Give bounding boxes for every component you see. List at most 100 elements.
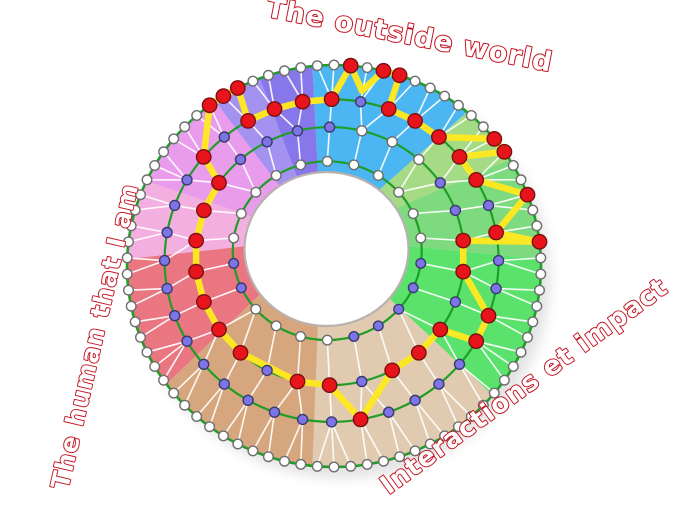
mesh-line xyxy=(498,257,541,262)
graph-node-white xyxy=(531,220,543,232)
mesh-line xyxy=(222,399,249,437)
journey-node-red xyxy=(519,186,536,203)
graph-node-white xyxy=(535,252,547,264)
graph-node-white xyxy=(158,374,170,386)
graph-node-white xyxy=(515,346,527,358)
mesh-line xyxy=(388,411,416,452)
mesh-line xyxy=(128,231,168,243)
mesh-line xyxy=(154,340,188,368)
mesh-line xyxy=(458,363,484,406)
mesh-line xyxy=(359,67,368,102)
graph-node-white xyxy=(149,361,161,373)
mesh-line xyxy=(353,336,363,382)
graph-node-white xyxy=(407,208,419,220)
journey-node-red xyxy=(430,129,447,145)
journey-node-red xyxy=(380,101,397,117)
journey-path xyxy=(192,62,543,423)
graph-node-white xyxy=(134,331,146,343)
graph-node-white xyxy=(141,174,153,186)
graph-node-peri xyxy=(181,335,193,347)
graph-node-peri xyxy=(372,320,384,332)
graph-node-white xyxy=(535,268,547,280)
graph-node-white xyxy=(348,159,360,171)
mesh-line xyxy=(412,287,456,303)
graph-node-white xyxy=(158,146,170,158)
graph-node-white xyxy=(498,374,510,386)
graph-node-peri xyxy=(323,121,336,133)
mesh-line xyxy=(398,182,441,193)
graph-node-white xyxy=(250,186,262,198)
mesh-line xyxy=(237,400,249,445)
journey-node-red xyxy=(432,321,449,338)
graph-node-white xyxy=(262,451,274,463)
mesh-line xyxy=(162,340,188,381)
graph-node-white xyxy=(328,461,340,473)
graph-node-white xyxy=(191,109,203,121)
node-group xyxy=(121,57,548,473)
graph-node-white xyxy=(477,399,489,411)
journey-node-red xyxy=(195,202,212,219)
graph-node-white xyxy=(424,438,436,450)
mesh-line xyxy=(196,114,225,138)
wheel-hole xyxy=(243,170,410,328)
journey-node-red xyxy=(188,232,205,249)
graph-node-white xyxy=(409,75,421,87)
journey-node-red xyxy=(195,293,212,310)
graph-node-white xyxy=(452,99,464,111)
graph-node-peri xyxy=(383,406,395,418)
sector-green-bright xyxy=(389,246,541,396)
graph-node-white xyxy=(129,204,141,216)
graph-node-white xyxy=(191,411,203,423)
graph-node-white xyxy=(394,451,406,463)
mesh-line xyxy=(140,193,175,207)
mesh-line xyxy=(326,127,331,162)
graph-node-white xyxy=(121,252,133,264)
journey-node-red xyxy=(488,224,504,241)
graph-node-peri xyxy=(433,378,445,390)
graph-node-peri xyxy=(291,125,304,137)
sector-plum xyxy=(146,101,280,217)
graph-node-white xyxy=(361,458,373,470)
graph-node-peri xyxy=(161,282,173,295)
mesh-line xyxy=(458,363,495,394)
mesh-line xyxy=(130,287,168,307)
journey-node-red xyxy=(211,174,227,191)
journey-node-red xyxy=(455,232,472,249)
graph-node-peri xyxy=(325,416,338,428)
graph-node-peri xyxy=(407,282,419,294)
graph-node-white xyxy=(328,59,340,71)
mesh-line xyxy=(414,400,431,445)
graph-node-peri xyxy=(490,282,502,295)
mesh-line xyxy=(498,259,542,275)
mesh-line xyxy=(353,130,363,166)
mesh-line xyxy=(296,130,302,165)
mesh-line xyxy=(283,419,304,462)
mesh-line xyxy=(495,287,538,307)
journey-node-red xyxy=(323,91,340,108)
graph-node-peri xyxy=(409,394,421,406)
graph-node-white xyxy=(247,75,259,87)
graph-node-white xyxy=(311,460,323,472)
graph-node-white xyxy=(534,284,546,296)
graph-node-peri xyxy=(168,310,181,322)
graph-node-white xyxy=(217,430,229,442)
graph-node-white xyxy=(527,204,539,216)
graph-node-peri xyxy=(235,282,247,294)
journey-node-red xyxy=(407,113,423,129)
graph-node-white xyxy=(393,186,405,198)
graph-node-peri xyxy=(158,254,171,267)
graph-node-white xyxy=(141,346,153,358)
graph-node-white xyxy=(279,455,291,467)
graph-node-white xyxy=(321,155,333,167)
graph-node-white xyxy=(361,62,373,74)
graph-node-white xyxy=(424,82,436,94)
graph-node-peri xyxy=(261,364,273,377)
journey-node-red xyxy=(201,97,218,114)
journey-node-red xyxy=(468,333,485,350)
graph-node-peri xyxy=(268,406,281,418)
mesh-line xyxy=(330,421,335,468)
mesh-line xyxy=(128,287,168,291)
graph-node-peri xyxy=(234,153,247,166)
mesh-line xyxy=(252,411,276,452)
graph-node-white xyxy=(477,121,489,133)
